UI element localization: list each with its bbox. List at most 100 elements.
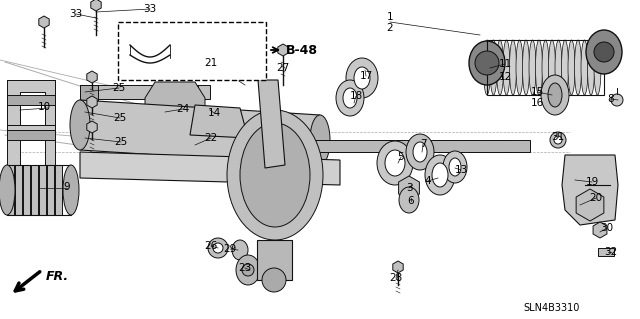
Bar: [15, 165, 22, 215]
Polygon shape: [39, 16, 49, 28]
Ellipse shape: [208, 238, 228, 258]
Polygon shape: [562, 155, 618, 225]
Ellipse shape: [443, 151, 467, 183]
Ellipse shape: [406, 134, 434, 170]
Ellipse shape: [555, 40, 562, 95]
Text: 25: 25: [115, 137, 127, 147]
Text: 28: 28: [389, 273, 403, 283]
Bar: [118, 22, 266, 80]
Text: 3: 3: [406, 183, 412, 193]
Bar: [80, 135, 210, 149]
Text: 15: 15: [531, 87, 543, 97]
Ellipse shape: [449, 158, 461, 176]
Text: 1: 1: [387, 12, 394, 22]
Ellipse shape: [240, 123, 310, 227]
Ellipse shape: [425, 155, 455, 195]
Bar: [31, 165, 38, 215]
Polygon shape: [80, 152, 340, 185]
Bar: [39, 165, 46, 215]
Ellipse shape: [516, 40, 523, 95]
Bar: [55, 165, 62, 215]
Ellipse shape: [548, 40, 556, 95]
Ellipse shape: [548, 83, 562, 107]
Polygon shape: [258, 80, 285, 168]
Ellipse shape: [232, 240, 248, 260]
Text: 22: 22: [204, 133, 218, 143]
Ellipse shape: [0, 165, 15, 215]
Ellipse shape: [310, 115, 330, 165]
Text: 5: 5: [397, 152, 404, 162]
Bar: [80, 85, 98, 149]
Bar: [257, 240, 292, 280]
Ellipse shape: [586, 30, 622, 74]
Text: 13: 13: [454, 165, 468, 175]
Ellipse shape: [542, 40, 549, 95]
Ellipse shape: [483, 40, 490, 95]
Text: 24: 24: [177, 104, 189, 114]
Ellipse shape: [399, 187, 419, 213]
Polygon shape: [593, 222, 607, 238]
Ellipse shape: [575, 40, 582, 95]
Text: 10: 10: [37, 102, 51, 112]
Ellipse shape: [354, 67, 370, 89]
Polygon shape: [87, 96, 97, 108]
Text: B-48: B-48: [286, 43, 318, 56]
Polygon shape: [576, 189, 604, 221]
Ellipse shape: [413, 142, 427, 162]
Bar: [7, 165, 71, 215]
Text: 18: 18: [349, 91, 363, 101]
Text: 30: 30: [600, 223, 614, 233]
Bar: [300, 140, 530, 152]
Polygon shape: [278, 44, 288, 56]
Text: 2: 2: [387, 23, 394, 33]
Text: 26: 26: [204, 241, 218, 251]
Ellipse shape: [63, 165, 79, 215]
Bar: [23, 165, 30, 215]
Ellipse shape: [262, 268, 286, 292]
Polygon shape: [80, 100, 320, 165]
Text: 33: 33: [143, 4, 157, 14]
Ellipse shape: [503, 40, 510, 95]
Polygon shape: [145, 82, 205, 158]
Text: SLN4B3310: SLN4B3310: [524, 303, 580, 313]
Text: 29: 29: [223, 244, 237, 254]
Ellipse shape: [594, 40, 601, 95]
Ellipse shape: [541, 75, 569, 115]
Ellipse shape: [346, 58, 378, 98]
Text: 8: 8: [608, 94, 614, 104]
Ellipse shape: [497, 40, 504, 95]
Text: 4: 4: [425, 176, 431, 186]
Text: 14: 14: [207, 108, 221, 118]
Ellipse shape: [432, 163, 448, 187]
Text: 27: 27: [276, 63, 290, 73]
Text: 21: 21: [204, 58, 218, 68]
Text: 17: 17: [360, 71, 372, 81]
Text: 16: 16: [531, 98, 543, 108]
Text: 25: 25: [113, 113, 127, 123]
Text: 20: 20: [589, 193, 603, 203]
Circle shape: [242, 264, 254, 276]
Ellipse shape: [343, 88, 357, 108]
Ellipse shape: [469, 41, 505, 85]
Ellipse shape: [227, 110, 323, 240]
Ellipse shape: [336, 80, 364, 116]
Bar: [80, 85, 210, 99]
Ellipse shape: [522, 40, 529, 95]
Polygon shape: [190, 105, 248, 138]
Text: 9: 9: [64, 182, 70, 192]
Circle shape: [550, 132, 566, 148]
Ellipse shape: [568, 40, 575, 95]
Text: FR.: FR.: [46, 270, 69, 283]
Bar: [487, 40, 604, 95]
Polygon shape: [87, 71, 97, 83]
Text: 31: 31: [552, 132, 564, 142]
Text: 33: 33: [69, 9, 83, 19]
Circle shape: [594, 42, 614, 62]
Bar: [7, 165, 14, 215]
Bar: [180, 85, 198, 149]
Circle shape: [213, 243, 223, 253]
Ellipse shape: [536, 40, 543, 95]
Ellipse shape: [236, 255, 260, 285]
Polygon shape: [399, 176, 419, 200]
Circle shape: [554, 136, 562, 144]
